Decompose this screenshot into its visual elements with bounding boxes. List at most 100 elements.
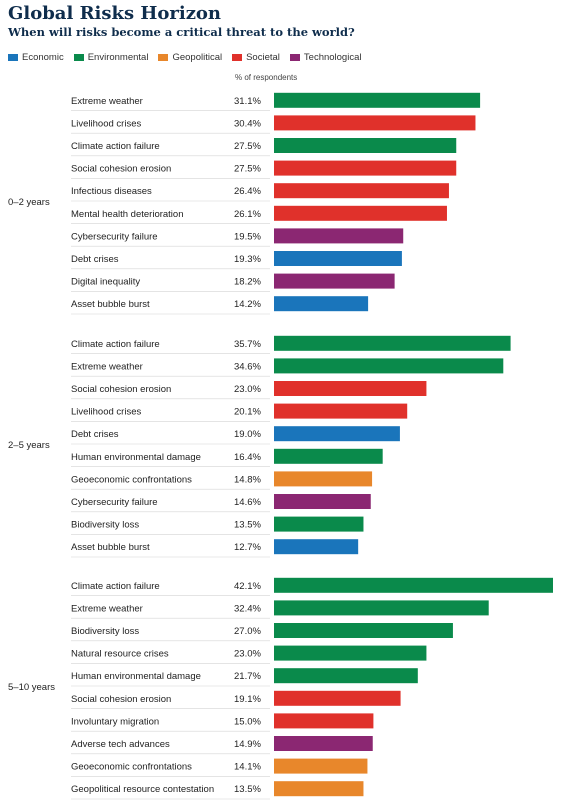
value-label: 18.2%: [234, 277, 261, 288]
chart-title: Global Risks Horizon: [8, 3, 222, 24]
bar-climate-action-failure: [274, 577, 553, 593]
bar-social-cohesion-erosion: [274, 381, 427, 396]
bar-extreme-weather: [274, 92, 481, 108]
value-label: 14.2%: [234, 299, 261, 310]
value-label: 13.5%: [234, 520, 261, 531]
risk-label: Social cohesion erosion: [71, 384, 171, 395]
legend-label-environmental: Environmental: [87, 52, 149, 63]
risk-label: Climate action failure: [71, 581, 160, 592]
value-label: 31.1%: [234, 96, 261, 107]
bar-social-cohesion-erosion: [274, 690, 401, 706]
value-label: 42.1%: [234, 581, 261, 592]
value-label: 16.4%: [234, 452, 261, 463]
bar-asset-bubble-burst: [274, 296, 369, 312]
bar-debt-crises: [274, 426, 400, 442]
risk-label: Geoeconomic confrontations: [71, 474, 192, 485]
risk-label: Climate action failure: [71, 141, 160, 152]
value-label: 27.0%: [234, 626, 261, 637]
bar-geopolitical-resource-contestation: [274, 781, 364, 797]
bar-involuntary-migration: [274, 713, 374, 729]
risk-label: Asset bubble burst: [71, 299, 150, 310]
risk-label: Adverse tech advances: [71, 739, 170, 750]
bar-climate-action-failure: [274, 335, 511, 351]
risk-label: Extreme weather: [71, 96, 143, 107]
risk-label: Debt crises: [71, 254, 119, 265]
bar-human-environmental-damage: [274, 668, 418, 684]
bar-livelihood-crises: [274, 403, 408, 419]
legend-swatch-societal: [232, 54, 243, 61]
chart-subtitle: When will risks become a critical threat…: [8, 25, 355, 39]
value-label: 26.1%: [234, 209, 261, 220]
legend: Economic Environmental Geopolitical Soci…: [8, 52, 371, 63]
bar-asset-bubble-burst: [274, 539, 359, 555]
bar-debt-crises: [274, 251, 402, 266]
risk-label: Cybersecurity failure: [71, 497, 158, 508]
risk-label: Biodiversity loss: [71, 520, 139, 531]
risk-label: Cybersecurity failure: [71, 231, 158, 242]
bar-infectious-diseases: [274, 183, 449, 199]
bar-human-environmental-damage: [274, 448, 383, 464]
value-label: 14.9%: [234, 739, 261, 750]
risk-label: Social cohesion erosion: [71, 694, 171, 705]
legend-swatch-environmental: [73, 54, 84, 61]
bar-natural-resource-crises: [274, 645, 427, 661]
risk-label: Geopolitical resource contestation: [71, 784, 214, 795]
value-label: 14.8%: [234, 474, 261, 485]
risk-label: Infectious diseases: [71, 186, 152, 197]
legend-label-geopolitical: Geopolitical: [172, 52, 223, 63]
value-label: 34.6%: [234, 361, 261, 372]
risk-label: Extreme weather: [71, 603, 143, 614]
risk-label: Involuntary migration: [71, 716, 159, 727]
legend-swatch-technological: [289, 54, 300, 61]
group-label: 0–2 years: [8, 197, 50, 208]
bar-cybersecurity-failure: [274, 228, 404, 244]
legend-item-geopolitical: Geopolitical: [158, 52, 222, 63]
risk-label: Natural resource crises: [71, 649, 169, 660]
risk-label: Livelihood crises: [71, 407, 141, 418]
bar-cybersecurity-failure: [274, 494, 371, 509]
risk-label: Human environmental damage: [71, 452, 201, 463]
risk-label: Human environmental damage: [71, 671, 201, 682]
value-label: 32.4%: [234, 603, 261, 614]
bar-extreme-weather: [274, 358, 504, 374]
legend-label-technological: Technological: [303, 52, 362, 63]
legend-item-environmental: Environmental: [73, 52, 149, 63]
bar-climate-action-failure: [274, 138, 457, 153]
value-label: 23.0%: [234, 649, 261, 660]
bar-biodiversity-loss: [274, 516, 364, 532]
bar-livelihood-crises: [274, 115, 476, 131]
bar-mental-health-deterioration: [274, 205, 447, 221]
legend-swatch-geopolitical: [158, 54, 169, 61]
legend-item-societal: Societal: [232, 52, 280, 63]
bar-geoeconomic-confrontations: [274, 758, 368, 774]
risk-label: Mental health deterioration: [71, 209, 184, 220]
risk-label: Debt crises: [71, 429, 119, 440]
value-label: 13.5%: [234, 784, 261, 795]
value-label: 20.1%: [234, 407, 261, 418]
value-label: 15.0%: [234, 716, 261, 727]
bar-biodiversity-loss: [274, 623, 453, 638]
bar-geoeconomic-confrontations: [274, 471, 373, 487]
bar-adverse-tech-advances: [274, 736, 373, 751]
legend-item-economic: Economic: [8, 52, 64, 63]
risk-label: Extreme weather: [71, 361, 143, 372]
value-label: 19.0%: [234, 429, 261, 440]
legend-swatch-economic: [8, 54, 18, 61]
bar-digital-inequality: [274, 273, 395, 289]
value-label: 26.4%: [234, 186, 261, 197]
group-label: 2–5 years: [8, 440, 50, 451]
value-label: 21.7%: [234, 671, 261, 682]
value-label: 27.5%: [234, 141, 261, 152]
risk-label: Asset bubble burst: [71, 542, 150, 553]
value-label: 35.7%: [234, 339, 261, 350]
value-label: 14.6%: [234, 497, 261, 508]
legend-label-societal: Societal: [246, 52, 280, 63]
value-label: 30.4%: [234, 118, 261, 129]
bar-social-cohesion-erosion: [274, 160, 457, 176]
risk-label: Social cohesion erosion: [71, 164, 171, 175]
value-label: 19.1%: [234, 694, 261, 705]
value-label: 14.1%: [234, 762, 261, 773]
unit-label: % of respondents: [235, 73, 298, 82]
legend-label-economic: Economic: [22, 52, 64, 63]
